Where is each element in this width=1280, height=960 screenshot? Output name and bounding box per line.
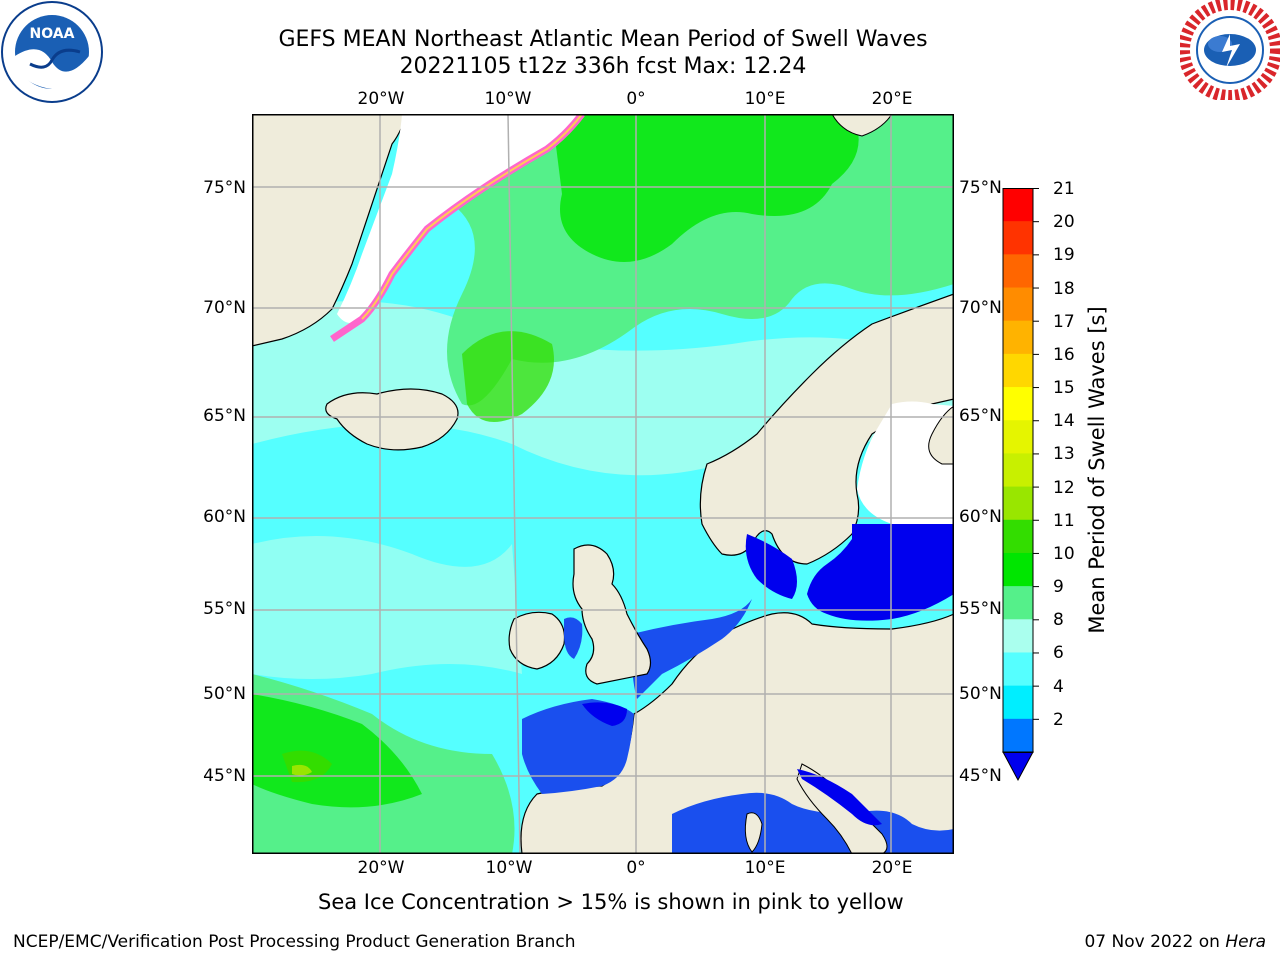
graticule (252, 114, 954, 854)
chart-subtitle: 20221105 t12z 336h fcst Max: 12.24 (399, 54, 807, 79)
land-iceland (325, 388, 459, 451)
land-corsica-sardinia (744, 812, 763, 853)
colorbar-frame (1002, 188, 1034, 753)
lon-label-bottom: 20°E (871, 858, 913, 878)
footer-machine: Hera (1225, 932, 1266, 952)
colorbar-segment (1003, 552, 1033, 587)
swell-max-spot (292, 764, 312, 776)
lon-label-top: 10°E (744, 89, 786, 109)
colorbar-segment (1003, 652, 1033, 687)
lat-label-right: 75°N (959, 178, 1002, 198)
baltic-swell-low (807, 524, 954, 621)
lat-label-right: 55°N (959, 599, 1002, 619)
land-ireland (508, 611, 566, 670)
lat-label-right: 65°N (959, 406, 1002, 426)
colorbar-segment (1003, 353, 1033, 388)
colorbar-segment (1003, 420, 1033, 454)
irish-sea-swell-low (564, 617, 583, 659)
lon-label-top: 10°W (484, 89, 532, 109)
footer-date: 07 Nov 2022 on Hera (1084, 932, 1266, 952)
colorbar-tick-label: 6 (1053, 643, 1064, 664)
colorbar-tick-label: 8 (1053, 610, 1064, 631)
lat-label-left: 70°N (203, 298, 246, 318)
colorbar-segment (1003, 287, 1033, 322)
sea-ice-white-zone (337, 114, 582, 323)
lat-label-right: 45°N (959, 766, 1002, 786)
colorbar-segment (1003, 718, 1033, 753)
colorbar-segment (1003, 586, 1033, 620)
land-finland (928, 405, 954, 465)
colorbar-tick-label: 14 (1053, 411, 1075, 432)
lon-label-bottom: 10°W (485, 858, 533, 878)
lon-label-bottom: 0° (626, 858, 646, 878)
swell-band-10-11-north (552, 114, 859, 262)
colorbar-tick-label: 12 (1053, 477, 1075, 498)
colorbar-tick-label: 9 (1053, 577, 1064, 598)
land-greenland (252, 114, 408, 347)
colorbar-segment (1003, 453, 1033, 488)
lat-label-left: 75°N (203, 178, 246, 198)
colorbar-segment (1003, 221, 1033, 255)
swell-band-11-12-core (462, 331, 554, 422)
chart-title: GEFS MEAN Northeast Atlantic Mean Period… (278, 27, 928, 52)
colorbar-label: Mean Period of Swell Waves [s] (1085, 306, 1109, 634)
map-frame (252, 114, 954, 854)
lon-label-top: 20°W (357, 89, 405, 109)
colorbar-tick-label: 2 (1053, 709, 1064, 730)
colorbar-tick-label: 16 (1053, 344, 1075, 365)
channel-swell-low (631, 599, 752, 699)
colorbar-segment (1003, 519, 1033, 554)
lon-label-top: 0° (626, 89, 646, 109)
footer-date-text: 07 Nov 2022 on (1084, 932, 1226, 952)
colorbar-tick-label: 4 (1053, 676, 1064, 697)
colorbar-segment (1003, 320, 1033, 355)
colorbar (1002, 188, 1039, 782)
lon-label-bottom: 20°W (357, 858, 405, 878)
nws-logo (1180, 0, 1280, 100)
lat-label-right: 50°N (959, 684, 1002, 704)
colorbar-tick-label: 21 (1053, 179, 1075, 199)
land-svalbard (831, 114, 893, 137)
lat-label-left: 55°N (203, 599, 246, 619)
colorbar-tick-label: 10 (1053, 543, 1075, 564)
colorbar-segment (1003, 188, 1033, 222)
noaa-logo-text: NOAA (30, 26, 75, 42)
colorbar-segment (1003, 619, 1033, 653)
swell-band-8-9-south (252, 536, 522, 679)
lat-label-right: 60°N (959, 507, 1002, 527)
colorbar-tick-label: 13 (1053, 444, 1075, 465)
noaa-logo: NOAA (1, 1, 103, 103)
lon-label-bottom: 10°E (744, 858, 786, 878)
colorbar-segment (1003, 486, 1033, 521)
lon-label-top: 20°E (871, 89, 913, 109)
colorbar-tick-label: 15 (1053, 378, 1075, 399)
colorbar-tick-label: 11 (1053, 510, 1075, 531)
adriatic-swell-low (797, 769, 882, 826)
sea-ice-edge-inner (361, 114, 583, 320)
colorbar-segment (1003, 254, 1033, 289)
colorbar-tick-label: 18 (1053, 278, 1075, 299)
colorbar-tick-label: 17 (1053, 311, 1075, 332)
lat-label-left: 50°N (203, 684, 246, 704)
colorbar-tick-label: 19 (1053, 245, 1075, 266)
land-great-britain (572, 544, 652, 685)
colorbar-segment (1003, 685, 1033, 720)
colorbar-extend-arrow (1002, 751, 1034, 782)
lat-label-left: 60°N (203, 507, 246, 527)
baltic-no-data (857, 401, 954, 524)
colorbar-tick-label: 20 (1053, 212, 1075, 233)
map-panel (252, 114, 954, 854)
map-canvas (252, 114, 954, 854)
sea-ice-note: Sea Ice Concentration > 15% is shown in … (318, 890, 904, 914)
lat-label-left: 45°N (203, 766, 246, 786)
lat-label-left: 65°N (203, 406, 246, 426)
kattegat-swell-low (745, 534, 797, 599)
lat-label-right: 70°N (959, 298, 1002, 318)
colorbar-segment (1003, 387, 1033, 421)
biscay-swell-lowest (582, 702, 627, 726)
footer-credit: NCEP/EMC/Verification Post Processing Pr… (13, 932, 576, 952)
